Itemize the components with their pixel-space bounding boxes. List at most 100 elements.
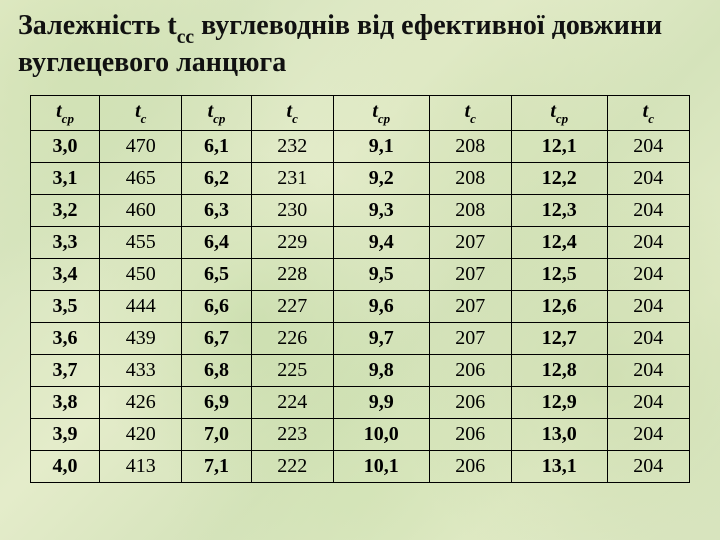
table-cell: 3,9 (31, 419, 100, 451)
table-header-cell: tc (607, 96, 689, 131)
table-cell: 12,6 (511, 291, 607, 323)
table-cell: 433 (100, 355, 182, 387)
table-cell: 3,2 (31, 195, 100, 227)
table-cell: 231 (251, 163, 333, 195)
table-cell: 12,3 (511, 195, 607, 227)
table-header-row: tcptctcptctcptctcptc (31, 96, 690, 131)
table-row: 4,04137,122210,120613,1204 (31, 451, 690, 483)
table-cell: 9,5 (333, 259, 429, 291)
table-cell: 9,9 (333, 387, 429, 419)
table-cell: 6,9 (182, 387, 251, 419)
table-cell: 6,5 (182, 259, 251, 291)
table-head: tcptctcptctcptctcptc (31, 96, 690, 131)
title-pre: Залежність t (18, 10, 177, 41)
table-row: 3,44506,52289,520712,5204 (31, 259, 690, 291)
table-cell: 206 (429, 387, 511, 419)
table-cell: 6,3 (182, 195, 251, 227)
table-cell: 204 (607, 227, 689, 259)
table-header-cell: tcp (511, 96, 607, 131)
table-cell: 3,7 (31, 355, 100, 387)
table-cell: 204 (607, 195, 689, 227)
table-cell: 465 (100, 163, 182, 195)
table-cell: 13,0 (511, 419, 607, 451)
table-cell: 12,5 (511, 259, 607, 291)
table-cell: 206 (429, 355, 511, 387)
table-cell: 3,6 (31, 323, 100, 355)
table-row: 3,74336,82259,820612,8204 (31, 355, 690, 387)
table-cell: 3,1 (31, 163, 100, 195)
table-cell: 9,3 (333, 195, 429, 227)
table-cell: 206 (429, 419, 511, 451)
table-cell: 204 (607, 323, 689, 355)
table-cell: 470 (100, 131, 182, 163)
table-cell: 9,1 (333, 131, 429, 163)
table-row: 3,94207,022310,020613,0204 (31, 419, 690, 451)
table-cell: 6,8 (182, 355, 251, 387)
table-cell: 12,4 (511, 227, 607, 259)
table-cell: 455 (100, 227, 182, 259)
table-cell: 204 (607, 131, 689, 163)
table-cell: 204 (607, 291, 689, 323)
table-cell: 3,8 (31, 387, 100, 419)
table-header-cell: tc (429, 96, 511, 131)
table-cell: 12,7 (511, 323, 607, 355)
table-cell: 207 (429, 323, 511, 355)
table-cell: 6,2 (182, 163, 251, 195)
table-cell: 450 (100, 259, 182, 291)
table-cell: 225 (251, 355, 333, 387)
table-cell: 6,7 (182, 323, 251, 355)
table-cell: 3,3 (31, 227, 100, 259)
table-body: 3,04706,12329,120812,12043,14656,22319,2… (31, 131, 690, 483)
table-cell: 208 (429, 131, 511, 163)
table-cell: 6,6 (182, 291, 251, 323)
table-cell: 223 (251, 419, 333, 451)
table-cell: 6,1 (182, 131, 251, 163)
table-cell: 13,1 (511, 451, 607, 483)
table-cell: 439 (100, 323, 182, 355)
table-cell: 227 (251, 291, 333, 323)
table-cell: 7,1 (182, 451, 251, 483)
table-header-cell: tcp (31, 96, 100, 131)
table-header-cell: tc (100, 96, 182, 131)
table-cell: 7,0 (182, 419, 251, 451)
table-cell: 207 (429, 227, 511, 259)
table-cell: 224 (251, 387, 333, 419)
table-cell: 232 (251, 131, 333, 163)
table-cell: 420 (100, 419, 182, 451)
table-cell: 222 (251, 451, 333, 483)
table-cell: 9,8 (333, 355, 429, 387)
table-header-cell: tc (251, 96, 333, 131)
table-cell: 12,1 (511, 131, 607, 163)
table-row: 3,84266,92249,920612,9204 (31, 387, 690, 419)
table-cell: 3,0 (31, 131, 100, 163)
table-cell: 4,0 (31, 451, 100, 483)
table-cell: 444 (100, 291, 182, 323)
table-row: 3,54446,62279,620712,6204 (31, 291, 690, 323)
table-cell: 12,9 (511, 387, 607, 419)
table-cell: 229 (251, 227, 333, 259)
table-cell: 9,2 (333, 163, 429, 195)
table-row: 3,64396,72269,720712,7204 (31, 323, 690, 355)
title-sub: cc (177, 27, 194, 48)
table-cell: 10,0 (333, 419, 429, 451)
table-row: 3,04706,12329,120812,1204 (31, 131, 690, 163)
table-cell: 208 (429, 195, 511, 227)
table-cell: 9,6 (333, 291, 429, 323)
table-cell: 204 (607, 259, 689, 291)
page-title: Залежність tcc вуглеводнів від ефективно… (0, 0, 720, 85)
table-header-cell: tcp (182, 96, 251, 131)
hydrocarbon-table: tcptctcptctcptctcptc 3,04706,12329,12081… (30, 95, 690, 483)
table-cell: 204 (607, 419, 689, 451)
table-cell: 9,4 (333, 227, 429, 259)
table-cell: 6,4 (182, 227, 251, 259)
table-row: 3,34556,42299,420712,4204 (31, 227, 690, 259)
table-cell: 12,2 (511, 163, 607, 195)
table-cell: 9,7 (333, 323, 429, 355)
table-header-cell: tcp (333, 96, 429, 131)
table-cell: 206 (429, 451, 511, 483)
table-cell: 208 (429, 163, 511, 195)
table-cell: 413 (100, 451, 182, 483)
table-cell: 204 (607, 355, 689, 387)
table-cell: 426 (100, 387, 182, 419)
table-cell: 460 (100, 195, 182, 227)
